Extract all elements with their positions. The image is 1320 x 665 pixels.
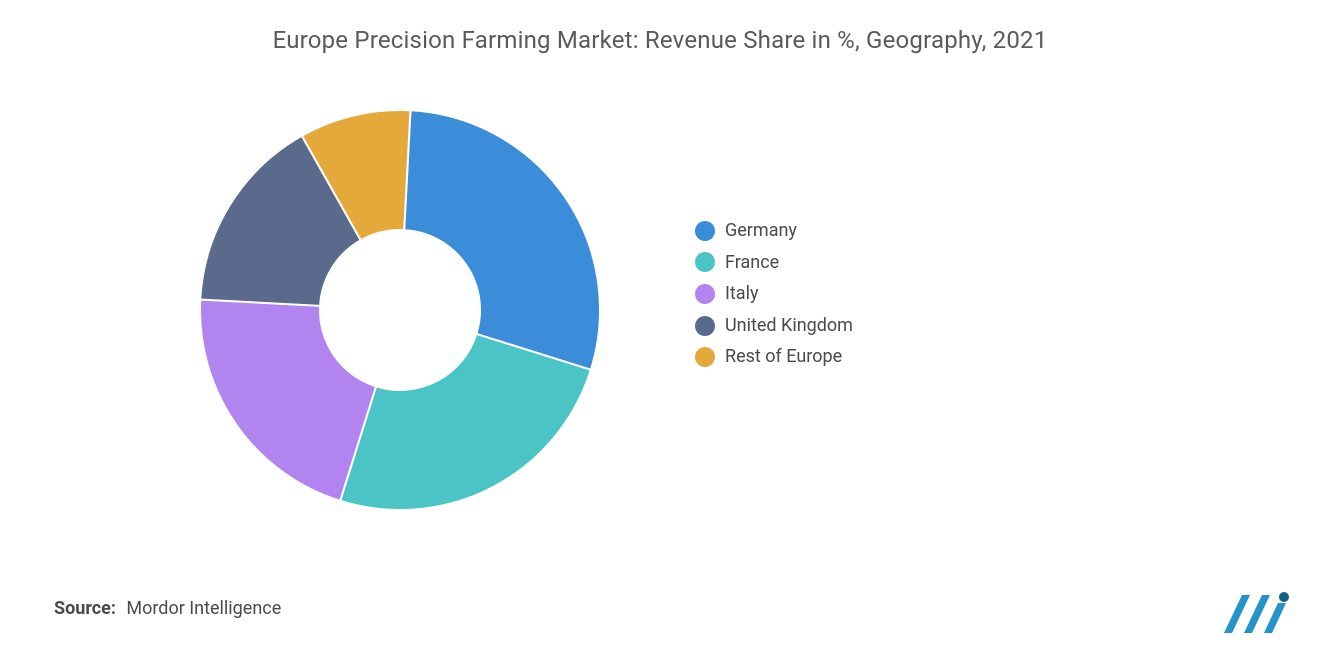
legend-label: Germany [725,220,797,242]
legend-item: France [695,252,853,274]
legend-item: Rest of Europe [695,346,853,368]
legend-swatch [695,221,715,241]
source-label: Source: [54,598,116,619]
logo-stroke [1224,595,1250,633]
legend-label: United Kingdom [725,315,853,337]
legend-item: Germany [695,220,853,242]
source-line: Source: Mordor Intelligence [54,598,281,619]
donut-chart [190,100,610,520]
legend-swatch [695,284,715,304]
legend-label: Rest of Europe [725,346,842,368]
chart-title: Europe Precision Farming Market: Revenue… [0,0,1320,54]
legend-swatch [695,316,715,336]
legend-label: France [725,252,779,274]
chart-legend: Germany France Italy United Kingdom Rest of … [695,220,853,368]
legend-item: Italy [695,283,853,305]
logo-stroke [1264,603,1286,633]
legend-swatch [695,347,715,367]
legend-item: United Kingdom [695,315,853,337]
legend-swatch [695,252,715,272]
donut-slice [340,334,591,510]
logo-stroke [1244,595,1270,633]
donut-slice [200,300,376,501]
logo-dot [1279,592,1289,602]
donut-slice [404,110,600,370]
legend-label: Italy [725,283,758,305]
brand-logo [1220,589,1292,637]
source-text: Mordor Intelligence [126,598,281,619]
chart-area: Germany France Italy United Kingdom Rest of … [0,90,1320,570]
